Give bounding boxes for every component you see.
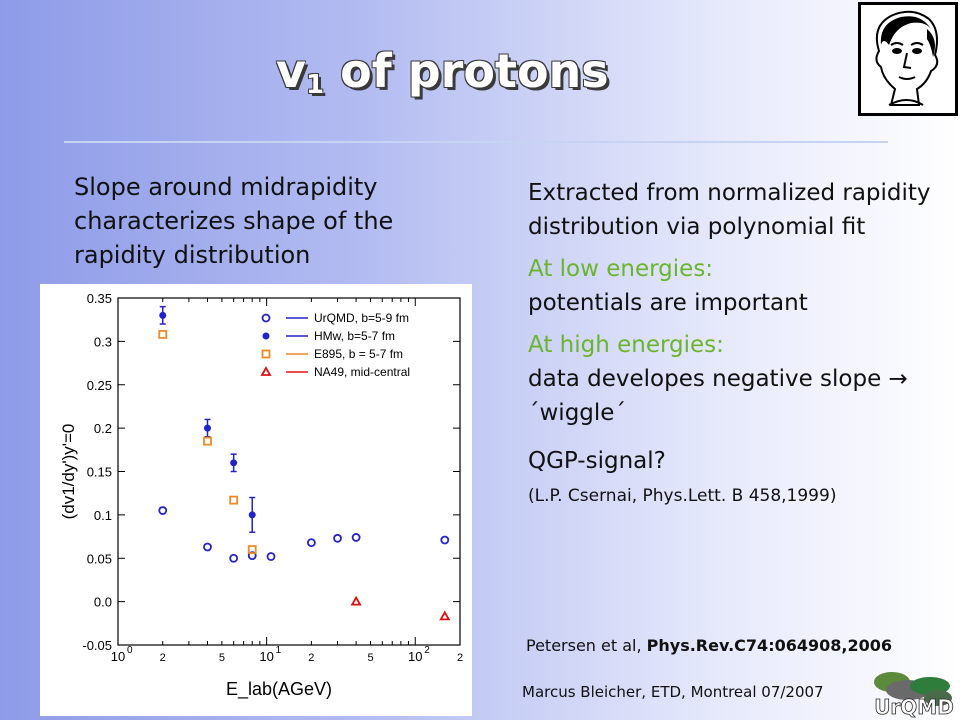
urqmd-logo-graphic	[874, 672, 952, 706]
low-energy-body: potentials are important	[528, 290, 808, 316]
slide-title: v1 of protons	[276, 44, 609, 100]
data-point-series-0	[351, 533, 361, 542]
y-tick-label: 0.25	[87, 378, 112, 393]
data-point-series-1	[203, 424, 211, 432]
y-tick-label: 0.05	[87, 551, 112, 566]
data-point-series-0	[440, 535, 450, 545]
x-tick-label: 2	[160, 652, 166, 664]
legend-label: UrQMD, b=5-9 fm	[314, 311, 409, 325]
x-tick-label: 10	[111, 649, 125, 664]
data-point-series-0	[266, 552, 276, 561]
data-point-series-0	[333, 533, 342, 543]
legend-marker	[261, 313, 271, 323]
x-tick-label: 2	[308, 652, 314, 664]
data-point-series-2	[158, 330, 168, 339]
high-energy-body: data developes negative slope → ´wiggle´	[528, 366, 908, 426]
extraction-method-text: Extracted from normalized rapidity distr…	[528, 180, 931, 240]
x-tick-label: 2	[457, 652, 463, 664]
x-tick-label: 10	[259, 649, 273, 664]
csernai-citation: (L.P. Csernai, Phys.Lett. B 458,1999)	[528, 486, 837, 506]
y-tick-label: 0.0	[94, 595, 112, 610]
x-tick-exponent: 1	[276, 645, 282, 656]
data-point-series-2	[203, 436, 212, 446]
high-energy-heading: At high energies:	[528, 332, 724, 358]
legend-marker	[262, 332, 270, 340]
urqmd-logo-text: UrQMD	[874, 695, 954, 719]
legend-label: E895, b = 5-7 fm	[314, 347, 403, 361]
y-axis-label: (dv1/dy')y'=0	[59, 424, 78, 520]
slope-description: Slope around midrapidity characterizes s…	[74, 173, 394, 269]
data-point-series-2	[229, 495, 239, 505]
data-point-series-3	[439, 610, 451, 621]
title-divider	[64, 141, 888, 143]
data-point-series-0	[203, 542, 212, 552]
plot-frame	[117, 297, 461, 646]
data-point-series-3	[350, 595, 362, 606]
legend-marker	[261, 349, 271, 359]
legend-marker	[260, 366, 272, 376]
v1-slope-chart: -0.05 0.0 0.05 0.1 0.15 0.2 0.25 0.3 0.35 10 0 2 5 10…	[40, 284, 472, 716]
x-tick-exponent: 0	[127, 645, 133, 656]
x-tick-label: 5	[367, 652, 373, 664]
data-point-series-1	[230, 459, 238, 467]
x-axis-label: E_lab(AGeV)	[226, 679, 332, 700]
data-point-series-0	[306, 538, 316, 548]
data-point-series-0	[229, 553, 239, 563]
low-energy-heading: At low energies:	[528, 256, 714, 282]
data-point-series-2	[247, 545, 257, 554]
x-tick-label: 10	[408, 649, 422, 664]
x-tick-exponent: 2	[424, 645, 430, 656]
portrait-icon	[875, 10, 939, 106]
paper-reference: Petersen et al, Phys.Rev.C74:064908,2006	[526, 636, 892, 655]
data-point-series-1	[248, 511, 256, 519]
urqmd-logo: UrQMD	[868, 668, 960, 720]
legend-label: HMw, b=5-7 fm	[314, 329, 395, 343]
goethe-portrait-logo	[858, 2, 958, 116]
footer-author: Marcus Bleicher, ETD, Montreal 07/2007	[522, 683, 824, 701]
y-tick-label: 0.15	[87, 465, 112, 480]
data-point-series-0	[247, 551, 257, 561]
y-tick-label: -0.05	[82, 638, 112, 653]
explanation-panel: Extracted from normalized rapidity distr…	[528, 176, 938, 508]
y-tick-label: 0.2	[94, 421, 112, 436]
y-tick-label: 0.35	[87, 291, 112, 306]
qgp-signal-text: QGP-signal?	[528, 448, 666, 474]
y-tick-label: 0.3	[94, 334, 112, 349]
legend-label: NA49, mid-central	[314, 365, 410, 379]
x-tick-label: 5	[219, 652, 225, 664]
y-tick-label: 0.1	[94, 508, 112, 523]
data-point-series-0	[158, 506, 168, 515]
data-point-series-1	[159, 311, 167, 319]
